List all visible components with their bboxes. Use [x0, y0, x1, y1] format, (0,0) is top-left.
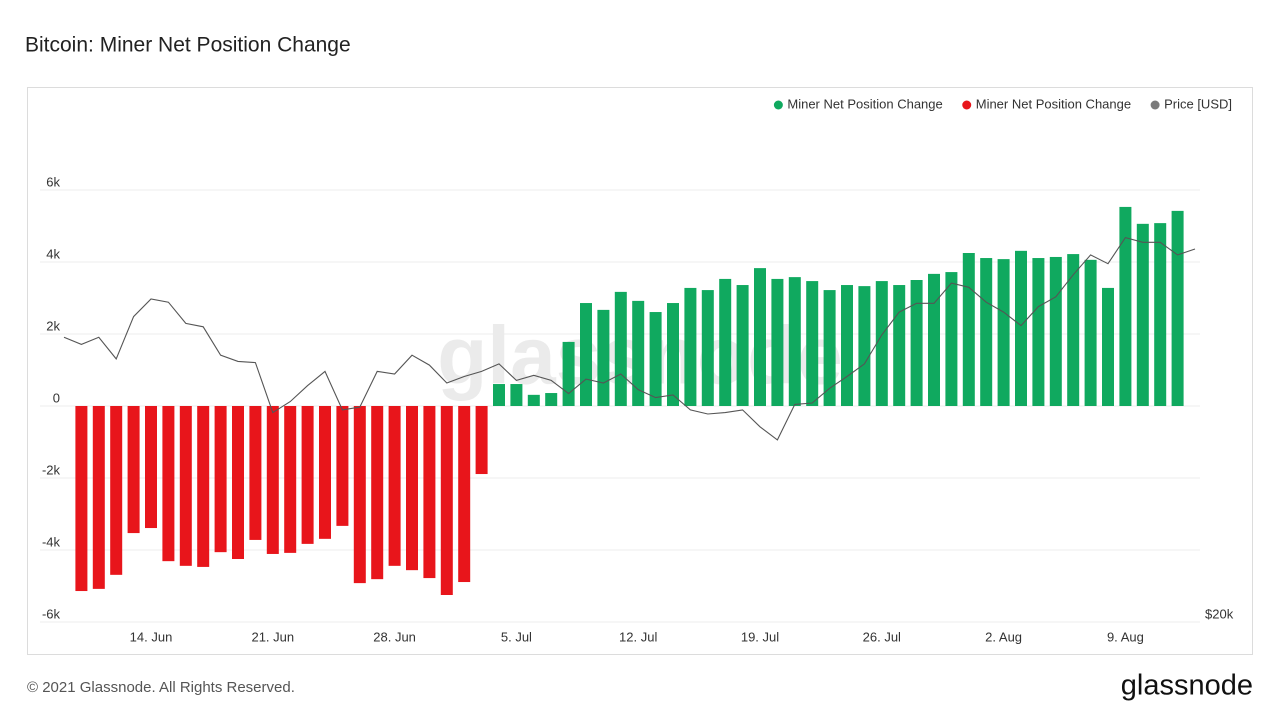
bar: [1067, 254, 1080, 406]
bar: [754, 268, 766, 406]
legend-marker: [962, 100, 972, 110]
bar: [580, 303, 592, 406]
x-tick-label: 2. Aug: [985, 629, 1022, 644]
bar: [127, 406, 140, 534]
bar: [353, 406, 366, 584]
bar: [301, 406, 314, 544]
bar: [597, 309, 610, 406]
y-tick-label: -6k: [42, 606, 61, 621]
bar: [162, 406, 175, 562]
bar: [875, 281, 888, 406]
bar: [1136, 223, 1149, 406]
bar: [928, 273, 940, 406]
bar: [545, 393, 558, 406]
bar: [319, 406, 331, 539]
bar: [841, 285, 853, 406]
y-tick-label: 4k: [46, 246, 60, 261]
x-tick-label: 26. Jul: [863, 629, 901, 644]
bar: [823, 290, 836, 406]
bar: [1171, 210, 1184, 406]
y-tick-label: 2k: [46, 318, 60, 333]
bar: [179, 406, 192, 566]
x-tick-label: 12. Jul: [619, 629, 657, 644]
bar: [1102, 287, 1114, 406]
legend-label: Price [USD]: [1164, 96, 1232, 111]
legend-marker: [1150, 100, 1160, 110]
bar: [336, 406, 349, 526]
chart-frame: [27, 87, 1253, 655]
bar: [614, 291, 627, 406]
bar: [701, 290, 714, 406]
bar: [371, 406, 384, 580]
x-tick-label: 21. Jun: [251, 629, 294, 644]
bar: [649, 312, 662, 406]
bar: [266, 406, 279, 554]
bar: [388, 406, 401, 566]
bar: [510, 384, 523, 406]
price-line: [63, 236, 1196, 441]
bar: [145, 406, 157, 529]
bar: [527, 394, 540, 406]
bar: [684, 287, 697, 406]
bar: [962, 253, 975, 406]
bar: [667, 303, 679, 406]
bar: [997, 259, 1010, 406]
bar: [736, 285, 749, 406]
bar: [440, 406, 453, 595]
bar: [632, 300, 645, 406]
y-tick-label: -2k: [42, 462, 61, 477]
bar: [719, 278, 732, 406]
bar: [110, 406, 123, 575]
bar: [406, 406, 418, 571]
legend-marker: [773, 100, 783, 110]
bar: [423, 406, 436, 579]
x-tick-label: 5. Jul: [501, 629, 532, 644]
footer: © 2021 Glassnode. All Rights Reserved.: [27, 679, 295, 696]
bar: [858, 286, 871, 406]
legend-label: Miner Net Position Change: [787, 96, 942, 111]
y-tick-label: 0: [53, 390, 60, 405]
x-tick-label: 19. Jul: [741, 629, 779, 644]
x-tick-label: 28. Jun: [373, 629, 416, 644]
bar: [232, 406, 244, 559]
bar: [771, 278, 784, 406]
bar: [980, 258, 993, 406]
x-tick-label: 14. Jun: [130, 629, 173, 644]
bar: [75, 406, 88, 592]
y-tick-label: 6k: [46, 174, 60, 189]
bar: [458, 406, 471, 583]
y-tick-label: -4k: [42, 534, 61, 549]
bar: [92, 406, 105, 589]
bar: [910, 280, 923, 406]
bar: [214, 406, 227, 553]
bar: [893, 285, 906, 406]
bar: [1015, 250, 1027, 406]
chart-title: Bitcoin: Miner Net Position Change: [25, 34, 351, 57]
bar: [562, 341, 575, 406]
y2-tick-label: $20k: [1205, 606, 1234, 621]
bar: [475, 406, 488, 475]
bar: [788, 277, 801, 406]
bar: [493, 384, 505, 406]
bar: [945, 272, 958, 406]
bar: [1032, 258, 1045, 406]
bar: [197, 406, 210, 567]
bar: [806, 281, 819, 406]
bar: [249, 406, 262, 540]
bar: [1119, 206, 1132, 406]
bar: [284, 406, 297, 553]
bar: [1049, 256, 1062, 406]
x-tick-label: 9. Aug: [1107, 629, 1144, 644]
bar: [1084, 259, 1097, 406]
bar: [1154, 223, 1167, 406]
legend-label: Miner Net Position Change: [976, 96, 1131, 111]
logo: glassnode: [1121, 670, 1253, 702]
